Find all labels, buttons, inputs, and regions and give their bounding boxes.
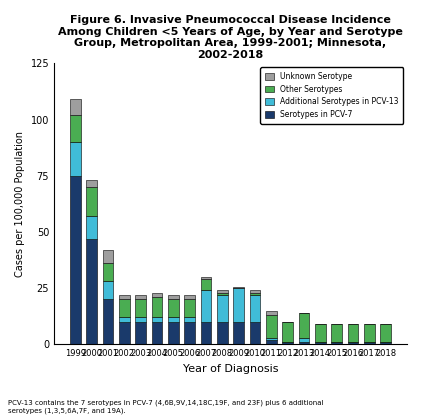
Bar bbox=[299, 313, 309, 338]
Bar bbox=[201, 322, 211, 344]
Bar bbox=[315, 342, 326, 344]
Bar bbox=[152, 297, 162, 317]
Bar bbox=[70, 99, 81, 115]
Bar bbox=[70, 115, 81, 142]
Bar bbox=[103, 281, 114, 299]
Bar bbox=[217, 293, 227, 295]
Bar bbox=[348, 342, 358, 344]
Y-axis label: Cases per 100,000 Population: Cases per 100,000 Population bbox=[15, 131, 25, 277]
Bar bbox=[152, 322, 162, 344]
Bar bbox=[282, 322, 293, 342]
Bar bbox=[135, 322, 146, 344]
Bar bbox=[168, 299, 179, 317]
Bar bbox=[266, 311, 277, 315]
Bar bbox=[70, 176, 81, 344]
Bar bbox=[233, 288, 244, 322]
Bar bbox=[299, 338, 309, 342]
Bar bbox=[364, 324, 375, 342]
Title: Figure 6. Invasive Pneumococcal Disease Incidence
Among Children <5 Years of Age: Figure 6. Invasive Pneumococcal Disease … bbox=[58, 15, 403, 60]
Bar bbox=[184, 317, 195, 322]
Bar bbox=[266, 315, 277, 338]
Bar bbox=[135, 299, 146, 317]
Bar bbox=[217, 322, 227, 344]
Bar bbox=[119, 299, 130, 317]
Bar bbox=[201, 277, 211, 279]
Bar bbox=[119, 322, 130, 344]
Bar bbox=[168, 322, 179, 344]
Bar bbox=[250, 291, 260, 293]
Bar bbox=[168, 317, 179, 322]
Bar bbox=[184, 322, 195, 344]
Bar bbox=[184, 299, 195, 317]
Bar bbox=[364, 342, 375, 344]
Bar bbox=[70, 142, 81, 176]
X-axis label: Year of Diagnosis: Year of Diagnosis bbox=[183, 364, 278, 374]
Bar bbox=[103, 263, 114, 281]
Bar bbox=[119, 295, 130, 299]
Bar bbox=[380, 324, 391, 342]
Bar bbox=[103, 250, 114, 263]
Bar bbox=[380, 342, 391, 344]
Bar bbox=[299, 342, 309, 344]
Bar bbox=[152, 293, 162, 297]
Bar bbox=[135, 317, 146, 322]
Bar bbox=[152, 317, 162, 322]
Bar bbox=[217, 291, 227, 293]
Bar bbox=[135, 295, 146, 299]
Bar bbox=[266, 338, 277, 340]
Bar bbox=[282, 342, 293, 344]
Bar bbox=[168, 295, 179, 299]
Bar bbox=[315, 324, 326, 342]
Text: PCV-13 contains the 7 serotypes in PCV-7 (4,6B,9V,14,18C,19F, and 23F) plus 6 ad: PCV-13 contains the 7 serotypes in PCV-7… bbox=[8, 400, 324, 414]
Bar bbox=[233, 287, 244, 288]
Bar bbox=[331, 324, 342, 342]
Bar bbox=[87, 180, 97, 187]
Bar bbox=[87, 216, 97, 239]
Bar bbox=[217, 295, 227, 322]
Bar bbox=[331, 342, 342, 344]
Bar bbox=[184, 295, 195, 299]
Bar bbox=[103, 299, 114, 344]
Bar bbox=[348, 324, 358, 342]
Legend: Unknown Serotype, Other Serotypes, Additional Serotypes in PCV-13, Serotypes in : Unknown Serotype, Other Serotypes, Addit… bbox=[260, 67, 403, 124]
Bar bbox=[201, 279, 211, 291]
Bar bbox=[233, 322, 244, 344]
Bar bbox=[266, 340, 277, 344]
Bar bbox=[250, 293, 260, 295]
Bar bbox=[119, 317, 130, 322]
Bar bbox=[87, 187, 97, 216]
Bar bbox=[201, 291, 211, 322]
Bar bbox=[87, 239, 97, 344]
Bar bbox=[250, 295, 260, 322]
Bar bbox=[250, 322, 260, 344]
